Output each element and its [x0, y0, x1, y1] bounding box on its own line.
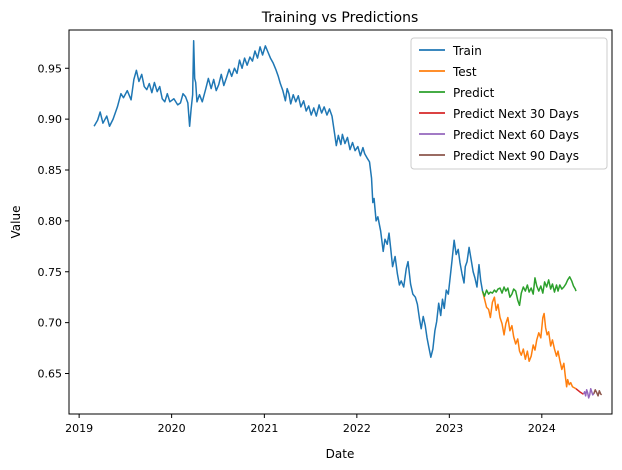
- y-tick-label: 0.80: [38, 215, 63, 228]
- legend-label: Predict Next 60 Days: [453, 128, 579, 142]
- plot-area: [68, 29, 613, 415]
- x-tick-label: 2021: [250, 422, 278, 435]
- series-line-0: [93, 40, 484, 358]
- x-axis-label: Date: [326, 447, 355, 461]
- legend-label: Train: [452, 44, 482, 58]
- y-tick-label: 0.65: [38, 368, 63, 381]
- x-tick-label: 2020: [158, 422, 186, 435]
- x-axis: 2019 2020 2021 2022 2023 2024: [65, 414, 556, 435]
- plot-frame: [68, 29, 613, 415]
- legend-frame: [410, 37, 608, 170]
- series-line-5: [593, 389, 603, 397]
- chart-title: Training vs Predictions: [261, 10, 419, 26]
- y-tick-label: 0.70: [38, 317, 63, 330]
- y-tick-label: 0.95: [38, 62, 63, 75]
- legend-label: Predict Next 30 Days: [453, 107, 579, 121]
- y-tick-label: 0.85: [38, 164, 63, 177]
- x-tick-label: 2022: [343, 422, 371, 435]
- series-line-3: [575, 388, 584, 395]
- x-tick-label: 2024: [528, 422, 556, 435]
- y-axis-label: Value: [9, 206, 23, 239]
- series-line-1: [481, 290, 577, 390]
- legend-label: Predict: [453, 86, 495, 100]
- series-line-4: [582, 388, 595, 399]
- y-tick-label: 0.75: [38, 266, 63, 279]
- x-tick-label: 2023: [435, 422, 463, 435]
- y-tick-label: 0.90: [38, 113, 63, 126]
- x-tick-label: 2019: [65, 422, 93, 435]
- legend-label: Test: [452, 65, 477, 79]
- legend-label: Predict Next 90 Days: [453, 149, 579, 163]
- series-layer: [93, 40, 603, 399]
- legend: Train Test Predict Predict Next 30 Days Pred…: [410, 37, 608, 170]
- series-line-2: [481, 276, 577, 307]
- y-axis: 0.65 0.70 0.75 0.80 0.85 0.90 0.95: [38, 62, 69, 381]
